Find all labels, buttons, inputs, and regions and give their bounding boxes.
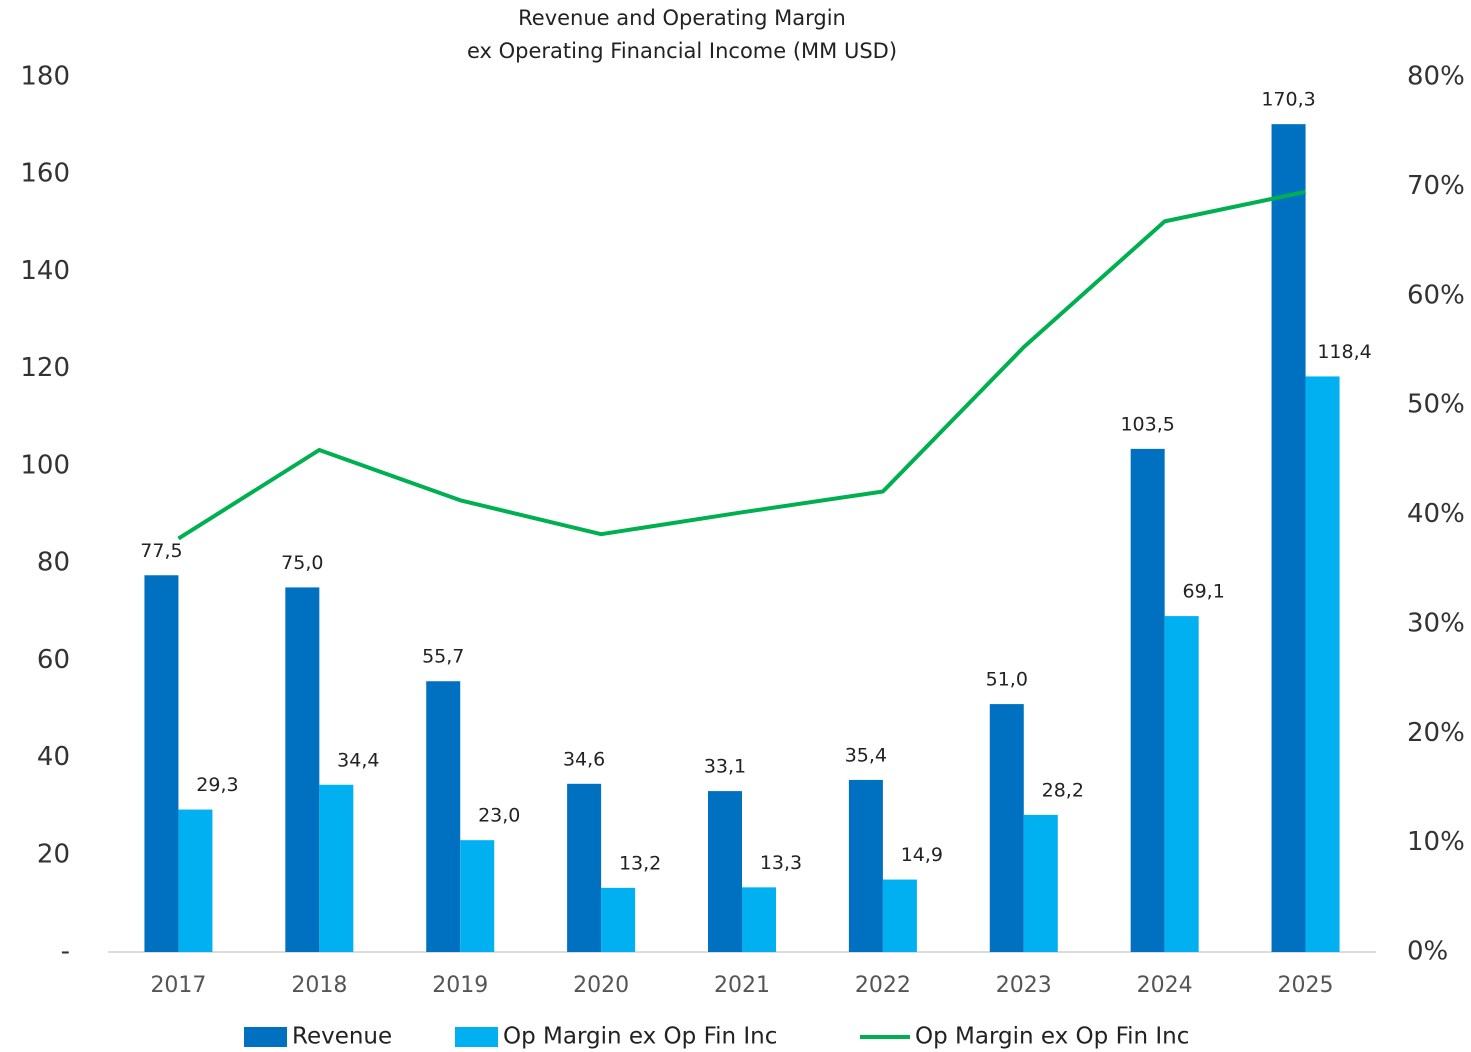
data-label: 170,3 [1261, 89, 1315, 111]
data-label: 29,3 [196, 774, 238, 796]
data-label: 77,5 [140, 540, 182, 562]
x-tick-label: 2018 [291, 973, 347, 998]
bar [708, 791, 742, 952]
bar [567, 783, 602, 952]
y2-tick-label: 10% [1407, 827, 1465, 857]
x-tick-label: 2020 [573, 973, 629, 998]
data-label: 34,4 [337, 749, 379, 771]
data-label: 55,7 [422, 646, 464, 668]
bar [426, 681, 461, 952]
y-tick-label: 80 [37, 548, 70, 578]
bar [1164, 616, 1199, 952]
y2-tick-label: 40% [1407, 499, 1465, 529]
bar [460, 840, 495, 952]
y-tick-label: 140 [20, 256, 70, 286]
bar [144, 575, 179, 952]
bar [989, 704, 1024, 952]
data-label: 51,0 [986, 669, 1028, 691]
data-label: 69,1 [1183, 581, 1225, 603]
x-tick-label: 2025 [1278, 973, 1334, 998]
x-tick-label: 2021 [714, 973, 770, 998]
bar [742, 887, 776, 952]
y-tick-label: 100 [20, 450, 70, 480]
bar [178, 809, 213, 952]
bar [319, 784, 354, 952]
data-label: 13,3 [760, 852, 802, 874]
bar [1271, 124, 1306, 953]
y2-tick-label: 0% [1407, 937, 1448, 967]
y2-tick-label: 20% [1407, 718, 1465, 748]
y-tick-label: 160 [20, 159, 70, 189]
chart-title: Revenue and Operating Margin [518, 6, 846, 30]
x-tick-label: 2019 [432, 973, 488, 998]
y-tick-label: 120 [20, 353, 70, 383]
y2-tick-label: 60% [1407, 280, 1465, 310]
bar [285, 587, 320, 952]
y-tick-label: - [61, 937, 70, 967]
legend-label: Revenue [292, 1024, 392, 1050]
bar [601, 887, 636, 952]
line-series [177, 189, 1306, 541]
legend-label: Op Margin ex Op Fin Inc [503, 1024, 777, 1050]
legend-swatch [455, 1027, 498, 1047]
x-tick-label: 2022 [855, 973, 911, 998]
x-tick-label: 2017 [150, 973, 206, 998]
data-label: 75,0 [281, 552, 323, 574]
y-tick-label: 20 [37, 839, 70, 869]
chart-subtitle: ex Operating Financial Income (MM USD) [467, 39, 897, 63]
bar [882, 879, 917, 952]
data-label: 35,4 [845, 744, 887, 766]
data-label: 33,1 [704, 756, 746, 778]
data-label: 118,4 [1317, 341, 1371, 363]
y2-tick-label: 30% [1407, 608, 1465, 638]
data-label: 13,2 [619, 852, 661, 874]
y-tick-label: 40 [37, 742, 70, 772]
data-label: 14,9 [901, 844, 943, 866]
bar [1305, 376, 1340, 952]
bar [1130, 448, 1165, 952]
x-tick-label: 2023 [996, 973, 1052, 998]
data-label: 34,6 [563, 748, 605, 770]
legend-swatch [244, 1027, 287, 1047]
y2-tick-label: 80% [1407, 62, 1465, 92]
bar [1023, 814, 1058, 952]
data-label: 23,0 [478, 805, 520, 827]
y-tick-label: 180 [20, 62, 70, 92]
data-label: 103,5 [1120, 413, 1174, 435]
data-label: 28,2 [1042, 779, 1084, 801]
y-tick-label: 60 [37, 645, 70, 675]
legend-label: Op Margin ex Op Fin Inc [915, 1024, 1189, 1050]
x-tick-label: 2024 [1137, 973, 1193, 998]
y2-tick-label: 50% [1407, 390, 1465, 420]
y2-tick-label: 70% [1407, 171, 1465, 201]
bar [848, 779, 883, 952]
